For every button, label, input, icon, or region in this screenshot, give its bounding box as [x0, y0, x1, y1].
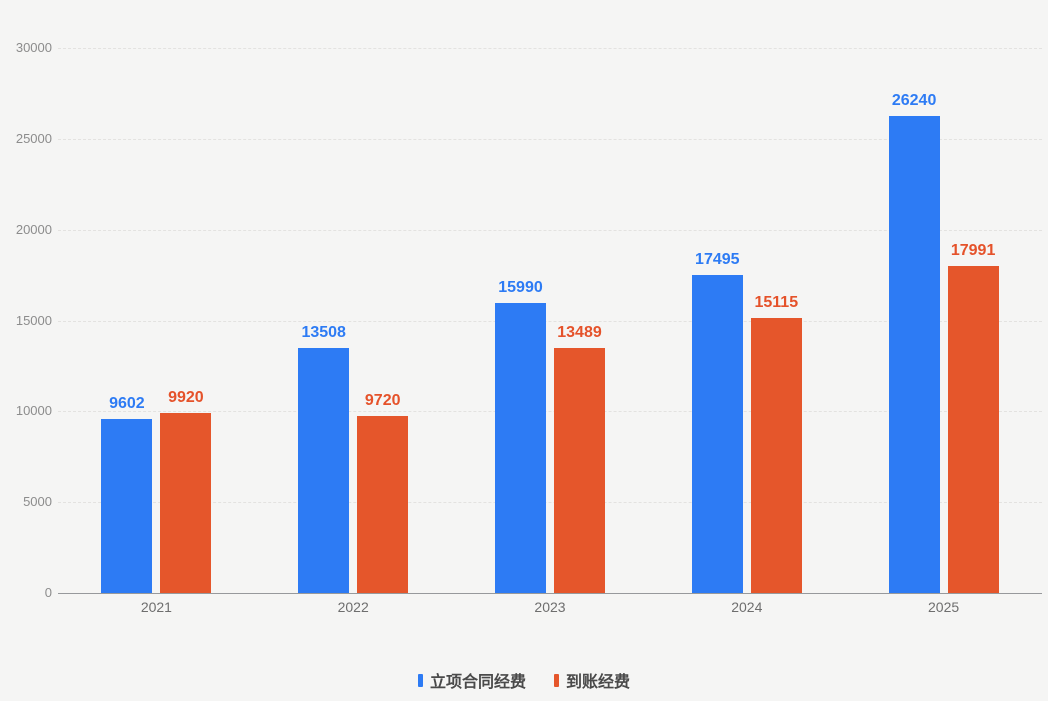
y-axis-tick-label: 0	[44, 585, 52, 600]
legend-marker-blue	[417, 673, 423, 687]
bar-value-label: 17495	[695, 251, 740, 269]
y-axis-tick-label: 10000	[15, 403, 52, 419]
legend-item-contract-funds[interactable]: 立项合同经费	[417, 668, 526, 692]
bar-到账经费-2025[interactable]	[947, 266, 999, 593]
legend-label: 到账经费	[566, 674, 631, 691]
bar-立项合同经费-2024[interactable]	[691, 275, 743, 593]
bar-立项合同经费-2023[interactable]	[495, 302, 546, 593]
grid-line-25000	[58, 138, 1042, 140]
legend-label: 立项合同经费	[429, 674, 526, 691]
x-axis-tick-label: 2024	[731, 599, 763, 615]
grid-line-10000	[58, 411, 1042, 413]
bar-到账经费-2022[interactable]	[357, 416, 409, 593]
grid-line-30000	[58, 48, 1042, 49]
bar-到账经费-2024[interactable]	[750, 318, 802, 593]
bar-value-label: 15115	[754, 294, 799, 312]
x-axis-tick-label: 2025	[928, 599, 960, 615]
bar-value-label: 15990	[498, 278, 543, 296]
y-axis-tick-label: 5000	[23, 494, 52, 510]
y-axis-tick-label: 20000	[15, 221, 52, 237]
bar-到账经费-2023[interactable]	[554, 347, 605, 593]
legend-item-received-funds[interactable]: 到账经费	[554, 668, 630, 692]
y-axis-tick-label: 15000	[15, 312, 52, 328]
x-axis-tick-label: 2021	[140, 599, 172, 615]
chart-legend: 立项合同经费 到账经费	[0, 668, 1048, 692]
bar-value-label: 9920	[168, 388, 204, 406]
bar-value-label: 13489	[557, 323, 602, 341]
x-axis-line	[58, 593, 1042, 594]
grid-line-20000	[58, 229, 1042, 231]
bar-value-label: 9602	[109, 394, 145, 412]
y-axis-tick-label: 25000	[15, 130, 52, 146]
bar-value-label: 17991	[950, 242, 996, 260]
bar-value-label: 26240	[891, 92, 937, 110]
bar-value-label: 13508	[301, 323, 346, 341]
x-axis-tick-label: 2022	[337, 599, 369, 615]
bar-立项合同经费-2025[interactable]	[888, 116, 940, 593]
bar-立项合同经费-2021[interactable]	[101, 418, 153, 593]
grid-line-5000	[58, 502, 1042, 504]
x-axis-tick-label: 2023	[534, 599, 566, 615]
bar-立项合同经费-2022[interactable]	[298, 347, 350, 593]
y-axis-tick-label: 30000	[15, 40, 52, 55]
legend-marker-orange	[554, 673, 559, 687]
bar-到账经费-2021[interactable]	[160, 412, 212, 593]
bar-value-label: 9720	[364, 392, 401, 410]
grid-line-15000	[58, 320, 1042, 322]
